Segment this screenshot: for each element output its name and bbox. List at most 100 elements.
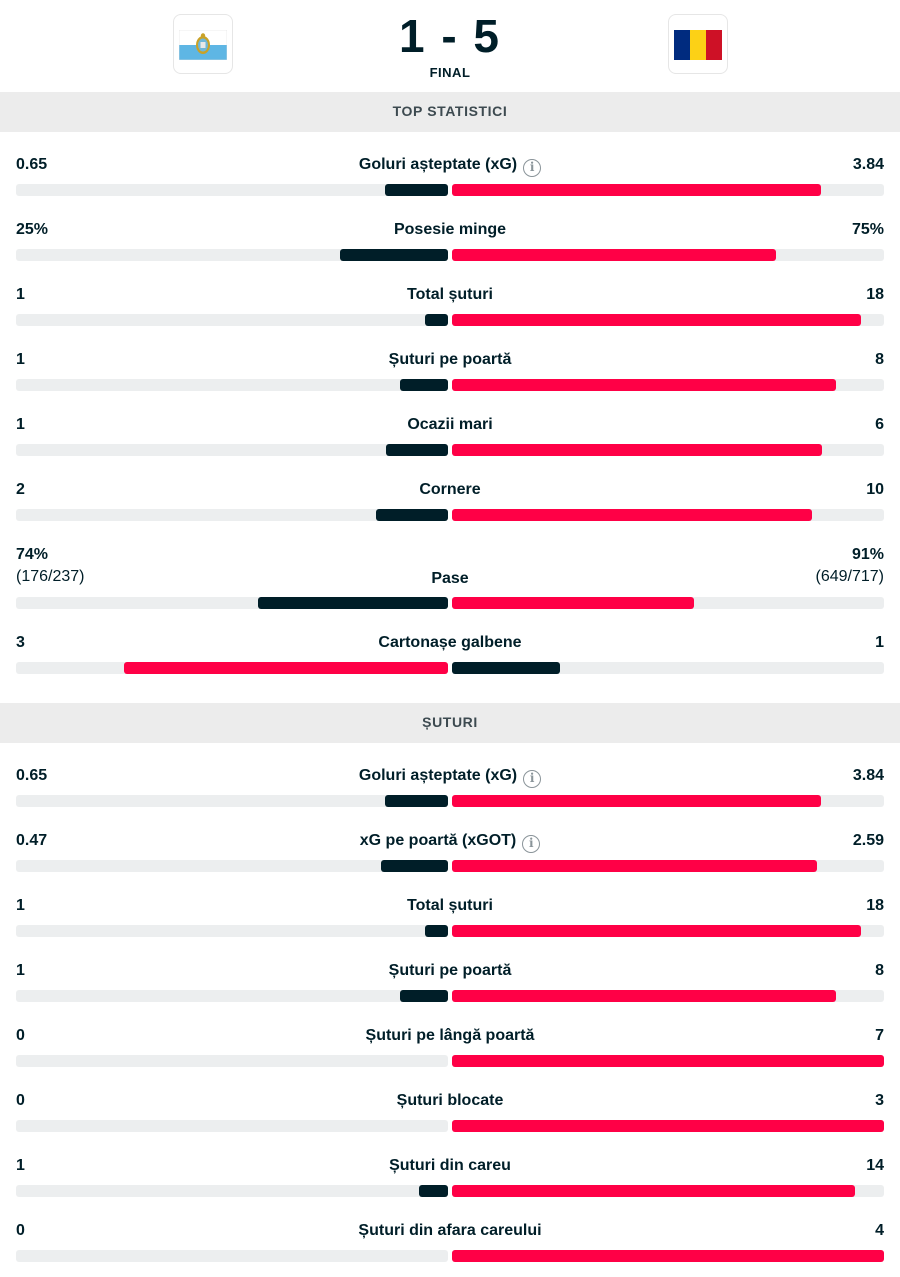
- stat-row: 1 18 Total șuturi: [16, 873, 884, 938]
- stat-label-text: Șuturi pe poartă: [388, 962, 512, 979]
- away-bar-track: [452, 509, 884, 521]
- home-value: 0: [16, 1090, 25, 1112]
- stat-label: Cartonașe galbene: [166, 632, 734, 654]
- info-icon[interactable]: i: [523, 159, 542, 177]
- away-bar-track: [452, 662, 884, 674]
- stat-label: Total șuturi: [166, 284, 734, 306]
- away-bar-track: [452, 925, 884, 937]
- stat-label: Șuturi pe poartă: [166, 960, 734, 982]
- away-bar-fill: [452, 662, 560, 674]
- stat-label: Goluri așteptate (xG) i: [166, 154, 734, 177]
- stat-label-text: Ocazii mari: [407, 416, 493, 433]
- home-value-main: 0: [16, 1092, 25, 1109]
- home-value-main: 3: [16, 634, 25, 651]
- home-value-main: 1: [16, 897, 25, 914]
- away-value-main: 2.59: [852, 832, 884, 849]
- home-bar-track: [16, 1120, 448, 1132]
- home-value: 1: [16, 349, 25, 371]
- home-bar-fill: [400, 990, 448, 1002]
- away-value: 8: [875, 960, 884, 982]
- stat-label: Șuturi blocate: [166, 1090, 734, 1112]
- home-bar-track: [16, 990, 448, 1002]
- home-value: 74% (176/237): [16, 544, 85, 588]
- stat-row: 0.47 2.59 xG pe poartă (xGOT) i: [16, 808, 884, 873]
- away-team-flag[interactable]: [668, 14, 728, 74]
- section-header: ȘUTURI: [0, 703, 900, 743]
- away-bar-fill: [452, 860, 818, 872]
- home-bar-track: [16, 1250, 448, 1262]
- home-value: 1: [16, 1155, 25, 1177]
- stat-label: Goluri așteptate (xG) i: [166, 765, 734, 788]
- home-bar-track: [16, 444, 448, 456]
- stat-row: 1 8 Șuturi pe poartă: [16, 327, 884, 392]
- info-icon[interactable]: i: [523, 770, 542, 788]
- stat-label-text: Pase: [431, 570, 469, 587]
- away-bar-fill: [452, 1250, 884, 1262]
- away-bar-fill: [452, 925, 862, 937]
- stat-label: Posesie minge: [166, 219, 734, 241]
- away-bar-track: [452, 249, 884, 261]
- away-bar-fill: [452, 1055, 884, 1067]
- away-bar-track: [452, 184, 884, 196]
- away-value: 18: [866, 895, 884, 917]
- stat-label-text: Șuturi pe poartă: [388, 351, 512, 368]
- match-status: FINAL: [429, 65, 471, 80]
- home-bar-fill: [124, 662, 448, 674]
- stat-row: 1 18 Total șuturi: [16, 262, 884, 327]
- info-icon[interactable]: i: [522, 835, 541, 853]
- stat-values: 1 18: [16, 895, 884, 917]
- home-value: 0.65: [16, 765, 47, 787]
- home-value: 1: [16, 284, 25, 306]
- away-bar-track: [452, 1185, 884, 1197]
- home-value: 1: [16, 895, 25, 917]
- away-bar-fill: [452, 795, 822, 807]
- away-bar-track: [452, 990, 884, 1002]
- stat-values: 1 18: [16, 284, 884, 306]
- away-value-main: 18: [866, 286, 884, 303]
- home-bar-fill: [381, 860, 448, 872]
- home-value: 1: [16, 414, 25, 436]
- home-value-main: 1: [16, 286, 25, 303]
- away-value: 3.84: [853, 765, 884, 787]
- home-bar-fill: [375, 509, 448, 521]
- away-bar-track: [452, 1055, 884, 1067]
- home-bar-fill: [400, 379, 448, 391]
- match-score: 1 - 5: [398, 10, 502, 62]
- away-bar-fill: [452, 1120, 884, 1132]
- stat-row: 0.65 3.84 Goluri așteptate (xG) i: [16, 132, 884, 197]
- home-value-main: 25%: [16, 221, 49, 238]
- away-value-detail: (649/717): [815, 568, 885, 585]
- home-value: 25%: [16, 219, 48, 241]
- away-bar-fill: [452, 509, 812, 521]
- stat-row: 0 7 Șuturi pe lângă poartă: [16, 1003, 884, 1068]
- away-value: 1: [875, 632, 884, 654]
- away-value: 7: [875, 1025, 884, 1047]
- home-value: 0.47: [16, 830, 47, 852]
- home-bar-track: [16, 1055, 448, 1067]
- away-bar-track: [452, 597, 884, 609]
- away-value: 4: [875, 1220, 884, 1242]
- away-bar-track: [452, 795, 884, 807]
- stat-label: xG pe poartă (xGOT) i: [166, 830, 734, 853]
- home-bar-fill: [385, 795, 448, 807]
- stat-label: Șuturi pe lângă poartă: [166, 1025, 734, 1047]
- home-value-main: 0.47: [16, 832, 48, 849]
- stat-row: 1 14 Șuturi din careu: [16, 1133, 884, 1198]
- away-value-main: 75%: [851, 221, 884, 238]
- away-value-main: 4: [875, 1222, 884, 1239]
- home-bar-fill: [386, 444, 448, 456]
- home-bar-track: [16, 1185, 448, 1197]
- away-bar-fill: [452, 990, 837, 1002]
- stat-row: 0.65 3.84 Goluri așteptate (xG) i: [16, 743, 884, 808]
- stat-label-text: Total șuturi: [407, 286, 493, 303]
- home-bar-fill: [425, 314, 448, 326]
- home-value-main: 0.65: [16, 156, 48, 173]
- home-bar-track: [16, 597, 448, 609]
- romania-flag-icon: [674, 30, 722, 60]
- away-bar-track: [452, 444, 884, 456]
- section-spacer: [0, 675, 900, 703]
- home-team-flag[interactable]: [173, 14, 233, 74]
- away-value-main: 1: [875, 634, 884, 651]
- away-bar-fill: [452, 1185, 856, 1197]
